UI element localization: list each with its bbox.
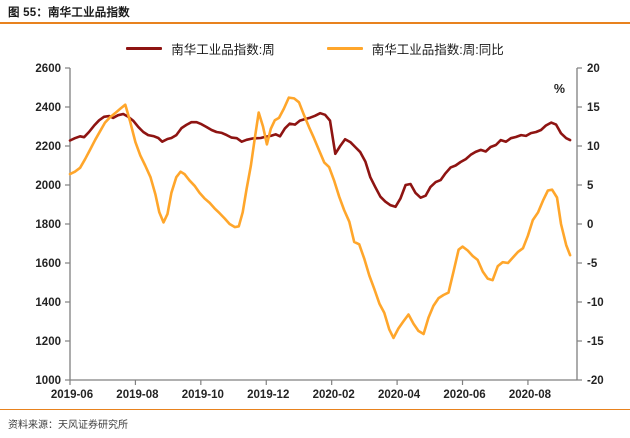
title-underline (0, 22, 630, 24)
x-axis-tick-label: 2020-06 (443, 389, 485, 401)
legend-label-week: 南华工业品指数:周 (171, 42, 275, 57)
legend-label-yoy: 南华工业品指数:周:同比 (371, 42, 504, 57)
left-axis-tick-label: 2000 (35, 180, 61, 192)
right-axis-tick-label: -5 (587, 258, 598, 270)
right-axis-tick-label: -15 (587, 336, 604, 348)
x-axis-tick-label: 2020-02 (313, 389, 355, 401)
left-axis-tick-label: 1800 (35, 219, 61, 231)
right-axis-tick-label: -10 (587, 297, 604, 309)
left-axis-tick-label: 2200 (35, 141, 61, 153)
percent-unit-label: % (554, 82, 565, 96)
legend-item-yoy: 南华工业品指数:周:同比 (326, 39, 504, 58)
series-line-index-week (68, 111, 572, 209)
right-axis-tick-label: 0 (587, 219, 593, 231)
left-axis-tick-label: 2600 (35, 63, 61, 75)
chart-legend: 南华工业品指数:周 南华工业品指数:周:同比 (0, 38, 630, 58)
x-axis-tick-label: 2019-12 (247, 389, 289, 401)
x-axis-tick-label: 2020-08 (509, 389, 552, 401)
left-axis-tick-label: 1000 (35, 375, 61, 387)
legend-item-week: 南华工业品指数:周 (126, 39, 275, 58)
source-rule (0, 409, 630, 410)
x-axis-tick-label: 2019-08 (116, 389, 159, 401)
right-axis-tick-label: 5 (587, 180, 594, 192)
legend-swatch-week-icon (126, 46, 163, 50)
series-line-index-yoy (68, 96, 572, 340)
x-axis-tick-label: 2019-06 (51, 389, 93, 401)
right-axis-tick-label: 15 (587, 102, 600, 114)
right-axis-tick-label: 20 (587, 63, 600, 75)
x-axis-tick-label: 2020-04 (378, 389, 421, 401)
figure-title: 图 55：南华工业品指数 (8, 7, 130, 19)
legend-swatch-yoy-icon (326, 46, 363, 50)
left-axis-tick-label: 2400 (35, 102, 61, 114)
right-axis-tick-label: -20 (587, 375, 604, 387)
left-axis-tick-label: 1200 (35, 336, 61, 348)
left-axis-tick-label: 1600 (35, 258, 61, 270)
x-axis-tick-label: 2019-10 (182, 389, 224, 401)
left-axis-tick-label: 1400 (35, 297, 61, 309)
source-note: 资料来源：天风证券研究所 (8, 420, 128, 431)
right-axis-tick-label: 10 (587, 141, 600, 153)
